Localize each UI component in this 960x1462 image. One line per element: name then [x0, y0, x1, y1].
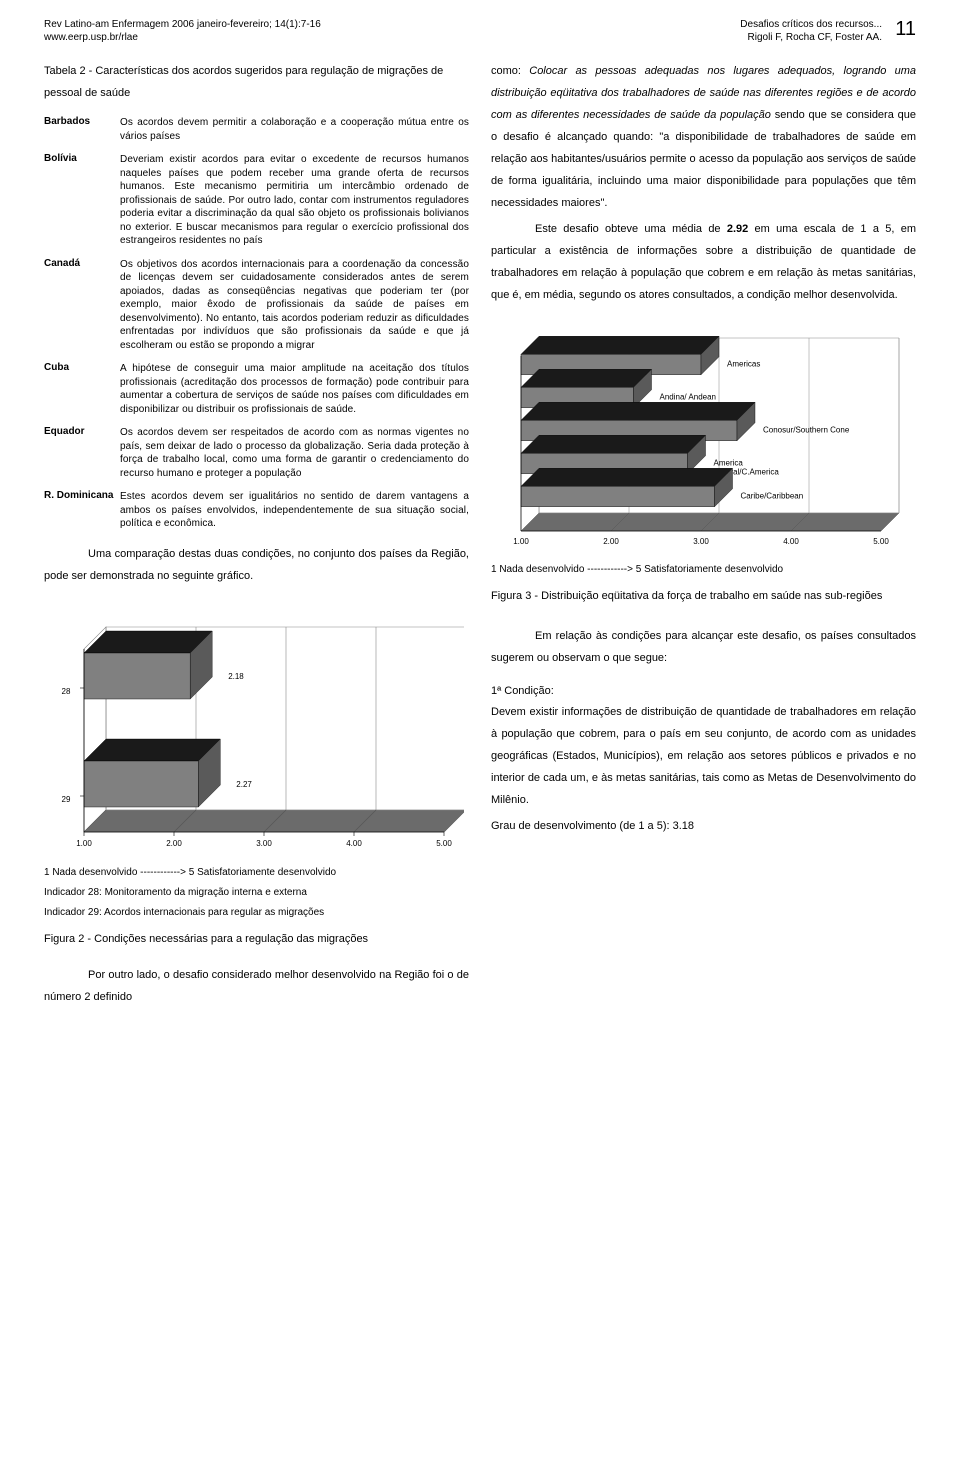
- figure2-title: Figura 2 - Condições necessárias para a …: [44, 928, 469, 950]
- svg-text:1.00: 1.00: [513, 537, 529, 546]
- svg-text:29: 29: [62, 795, 71, 804]
- svg-text:2.00: 2.00: [166, 839, 182, 848]
- chart2-sub1: Indicador 28: Monitoramento da migração …: [44, 886, 469, 900]
- country-name: R. Dominicana: [44, 490, 120, 531]
- header-authors: Rigoli F, Rocha CF, Foster AA.: [740, 31, 882, 44]
- table-row: EquadorOs acordos devem ser respeitados …: [44, 426, 469, 480]
- table-row: R. DominicanaEstes acordos devem ser igu…: [44, 490, 469, 531]
- svg-text:4.00: 4.00: [346, 839, 362, 848]
- figure3-chart: 1.00 2.00 3.00 4.00 5.00 Americas Andina/ Ande…: [491, 326, 916, 577]
- country-desc: Os acordos devem ser respeitados de acor…: [120, 426, 469, 480]
- svg-text:Conosur/Southern Cone: Conosur/Southern Cone: [763, 426, 850, 435]
- country-desc: Estes acordos devem ser igualitários no …: [120, 490, 469, 531]
- journal-line: Rev Latino-am Enfermagem 2006 janeiro-fe…: [44, 18, 321, 31]
- left-comparison-para: Uma comparação destas duas condições, no…: [44, 543, 469, 587]
- country-name: Cuba: [44, 362, 120, 416]
- page-header: Rev Latino-am Enfermagem 2006 janeiro-fe…: [44, 18, 916, 44]
- header-short-title: Desafios críticos dos recursos...: [740, 18, 882, 31]
- right-bottom-para1: Em relação às condições para alcançar es…: [491, 625, 916, 669]
- svg-text:5.00: 5.00: [873, 537, 889, 546]
- svg-text:2.00: 2.00: [603, 537, 619, 546]
- svg-text:America: America: [714, 459, 744, 468]
- svg-text:3.00: 3.00: [693, 537, 709, 546]
- country-name: Equador: [44, 426, 120, 480]
- url-line: www.eerp.usp.br/rlae: [44, 31, 321, 44]
- header-right: Desafios críticos dos recursos... Rigoli…: [740, 18, 916, 44]
- svg-text:1.00: 1.00: [76, 839, 92, 848]
- country-name: Canadá: [44, 258, 120, 353]
- table2-body: BarbadosOs acordos devem permitir a cola…: [44, 116, 469, 531]
- chart2-sub2: Indicador 29: Acordos internacionais par…: [44, 906, 469, 920]
- table2-title: Tabela 2 - Características dos acordos s…: [44, 60, 469, 104]
- table-row: CanadáOs objetivos dos acordos internaci…: [44, 258, 469, 353]
- main-content: Tabela 2 - Características dos acordos s…: [44, 60, 916, 1012]
- table-row: CubaA hipótese de conseguir uma maior am…: [44, 362, 469, 416]
- condition1-text: Devem existir informações de distribuiçã…: [491, 701, 916, 811]
- svg-text:Caribe/Caribbean: Caribe/Caribbean: [741, 492, 804, 501]
- header-left: Rev Latino-am Enfermagem 2006 janeiro-fe…: [44, 18, 321, 44]
- right-paras: como: Colocar as pessoas adequadas nos l…: [491, 60, 916, 306]
- table-row: BolíviaDeveriam existir acordos para evi…: [44, 153, 469, 248]
- country-desc: A hipótese de conseguir uma maior amplit…: [120, 362, 469, 416]
- country-desc: Os acordos devem permitir a colaboração …: [120, 116, 469, 143]
- chart2-svg: 1.00 2.00 3.00 4.00 5.00 2.18 28 2.27 29: [44, 607, 464, 857]
- figure3-title: Figura 3 - Distribuição eqüitativa da fo…: [491, 585, 916, 607]
- chart3-svg: 1.00 2.00 3.00 4.00 5.00 Americas Andina/ Ande…: [491, 326, 911, 556]
- body-paragraph: como: Colocar as pessoas adequadas nos l…: [491, 60, 916, 214]
- country-name: Barbados: [44, 116, 120, 143]
- chart3-legend: 1 Nada desenvolvido ------------> 5 Sati…: [491, 563, 916, 577]
- body-paragraph: Este desafio obteve uma média de 2.92 em…: [491, 218, 916, 306]
- condition1-title: 1ª Condição:: [491, 685, 916, 697]
- svg-text:2.27: 2.27: [236, 780, 252, 789]
- chart2-legend: 1 Nada desenvolvido ------------> 5 Sati…: [44, 866, 469, 880]
- svg-text:Andina/ Andean: Andina/ Andean: [660, 393, 717, 402]
- country-name: Bolívia: [44, 153, 120, 248]
- page-number: 11: [895, 16, 916, 42]
- figure2-chart: 1.00 2.00 3.00 4.00 5.00 2.18 28 2.27 29 1 Nada …: [44, 607, 469, 920]
- svg-text:3.00: 3.00: [256, 839, 272, 848]
- svg-text:4.00: 4.00: [783, 537, 799, 546]
- svg-text:Americas: Americas: [727, 360, 760, 369]
- svg-text:5.00: 5.00: [436, 839, 452, 848]
- grau-line: Grau de desenvolvimento (de 1 a 5): 3.18: [491, 815, 916, 837]
- svg-text:28: 28: [62, 687, 71, 696]
- left-column: Tabela 2 - Características dos acordos s…: [44, 60, 469, 1012]
- right-column: como: Colocar as pessoas adequadas nos l…: [491, 60, 916, 1012]
- table-row: BarbadosOs acordos devem permitir a cola…: [44, 116, 469, 143]
- svg-text:2.18: 2.18: [228, 672, 244, 681]
- country-desc: Deveriam existir acordos para evitar o e…: [120, 153, 469, 248]
- bottom-left-para: Por outro lado, o desafio considerado me…: [44, 964, 469, 1008]
- country-desc: Os objetivos dos acordos internacionais …: [120, 258, 469, 353]
